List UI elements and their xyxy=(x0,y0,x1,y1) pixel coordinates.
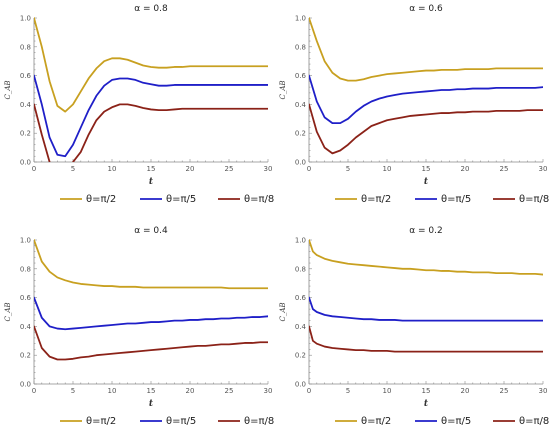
y-tick-label: 0.2 xyxy=(20,130,31,138)
y-tick-label: 0.4 xyxy=(295,323,307,331)
legend-label-3: θ=π/8 xyxy=(519,194,549,205)
legend-label-1: θ=π/2 xyxy=(361,416,391,427)
x-axis-label: t xyxy=(149,177,154,187)
x-tick-label: 25 xyxy=(500,165,509,173)
y-tick-label: 0.8 xyxy=(295,265,306,273)
x-tick-label: 30 xyxy=(264,387,273,395)
y-tick-label: 0.2 xyxy=(295,130,306,138)
y-tick-label: 1.0 xyxy=(295,15,306,23)
y-tick-label: 0.2 xyxy=(295,352,306,360)
x-tick-label: 25 xyxy=(225,387,234,395)
series-line-2 xyxy=(34,296,268,331)
y-axis-label: C_AB xyxy=(279,80,287,99)
chart-title: α = 0.4 xyxy=(134,226,168,236)
x-tick-label: 30 xyxy=(539,165,548,173)
y-tick-label: 0.8 xyxy=(20,43,31,51)
y-axis-label: C_AB xyxy=(279,302,287,321)
chart-title: α = 0.6 xyxy=(409,4,443,14)
x-axis-label: t xyxy=(149,399,154,409)
legend-label-1: θ=π/2 xyxy=(86,416,116,427)
series-line-2 xyxy=(34,74,268,158)
y-tick-label: 0.6 xyxy=(20,72,32,80)
series-line-2 xyxy=(309,296,543,322)
x-tick-label: 15 xyxy=(147,165,156,173)
y-tick-label: 1.0 xyxy=(295,237,306,245)
legend-label-2: θ=π/5 xyxy=(166,416,196,427)
x-tick-label: 5 xyxy=(346,165,350,173)
series-line-2 xyxy=(309,74,543,125)
legend-label-2: θ=π/5 xyxy=(441,416,471,427)
x-tick-label: 5 xyxy=(71,165,75,173)
y-tick-label: 0.8 xyxy=(295,43,306,51)
x-tick-label: 20 xyxy=(461,387,470,395)
x-axis-label: t xyxy=(424,399,429,409)
series-line-1 xyxy=(309,239,543,276)
legend-label-3: θ=π/8 xyxy=(519,416,549,427)
x-tick-label: 15 xyxy=(147,387,156,395)
y-axis-label: C_AB xyxy=(4,80,12,99)
y-tick-label: 0.4 xyxy=(295,101,307,109)
x-tick-label: 20 xyxy=(186,387,195,395)
series-line-1 xyxy=(309,17,543,82)
x-tick-label: 5 xyxy=(71,387,75,395)
chart-panel-3: α = 0.4 0 5 10 15 20 25 30 0.0 0.2 0.4 0.6 0.8 1.0 C_A… xyxy=(4,226,274,427)
series-line-3 xyxy=(34,103,268,162)
series-line-3 xyxy=(309,325,543,353)
y-tick-label: 0.2 xyxy=(20,352,31,360)
chart-title: α = 0.2 xyxy=(409,226,443,236)
y-axis-label: C_AB xyxy=(4,302,12,321)
x-axis-label: t xyxy=(424,177,429,187)
chart-panel-4: α = 0.2 0 5 10 15 20 25 30 0.0 0.2 0.4 0.6 0.8 1.0 C_A… xyxy=(279,226,549,427)
y-tick-label: 0.6 xyxy=(295,72,307,80)
legend-label-1: θ=π/2 xyxy=(86,194,116,205)
x-tick-label: 10 xyxy=(383,387,392,395)
x-tick-label: 20 xyxy=(461,165,470,173)
y-tick-label: 0.6 xyxy=(295,294,307,302)
x-tick-label: 30 xyxy=(539,387,548,395)
y-tick-label: 0.0 xyxy=(20,159,31,167)
y-tick-label: 0.4 xyxy=(20,101,32,109)
series-line-3 xyxy=(309,103,543,155)
x-tick-label: 15 xyxy=(422,165,431,173)
x-tick-label: 15 xyxy=(422,387,431,395)
chart-panel-2: α = 0.6 0 5 10 15 20 25 30 0.0 0.2 0.4 0.6 0.8 1.0 C_A… xyxy=(279,4,549,205)
x-tick-label: 0 xyxy=(32,387,36,395)
legend-label-2: θ=π/5 xyxy=(166,194,196,205)
x-tick-label: 0 xyxy=(307,165,311,173)
x-tick-label: 10 xyxy=(108,387,117,395)
y-tick-label: 0.0 xyxy=(295,381,306,389)
legend-label-3: θ=π/8 xyxy=(244,194,274,205)
chart-panel-1: α = 0.8 0 5 10 15 20 25 30 0.0 0.2 0.4 0.6 0.8 1.0 C_A… xyxy=(4,4,274,205)
y-tick-label: 1.0 xyxy=(20,237,31,245)
y-tick-label: 0.0 xyxy=(20,381,31,389)
x-tick-label: 0 xyxy=(307,387,311,395)
x-tick-label: 10 xyxy=(108,165,117,173)
chart-title: α = 0.8 xyxy=(134,4,168,14)
x-tick-label: 5 xyxy=(346,387,350,395)
series-line-1 xyxy=(34,17,268,113)
legend-label-2: θ=π/5 xyxy=(441,194,471,205)
series-line-1 xyxy=(34,239,268,290)
y-tick-label: 0.0 xyxy=(295,159,306,167)
y-tick-label: 1.0 xyxy=(20,15,31,23)
x-tick-label: 20 xyxy=(186,165,195,173)
x-tick-label: 0 xyxy=(32,165,36,173)
x-tick-label: 25 xyxy=(225,165,234,173)
legend-label-1: θ=π/2 xyxy=(361,194,391,205)
y-tick-label: 0.6 xyxy=(20,294,32,302)
x-tick-label: 30 xyxy=(264,165,273,173)
y-tick-label: 0.4 xyxy=(20,323,32,331)
x-tick-label: 10 xyxy=(383,165,392,173)
series-line-3 xyxy=(34,325,268,361)
y-tick-label: 0.8 xyxy=(20,265,31,273)
legend-label-3: θ=π/8 xyxy=(244,416,274,427)
x-tick-label: 25 xyxy=(500,387,509,395)
